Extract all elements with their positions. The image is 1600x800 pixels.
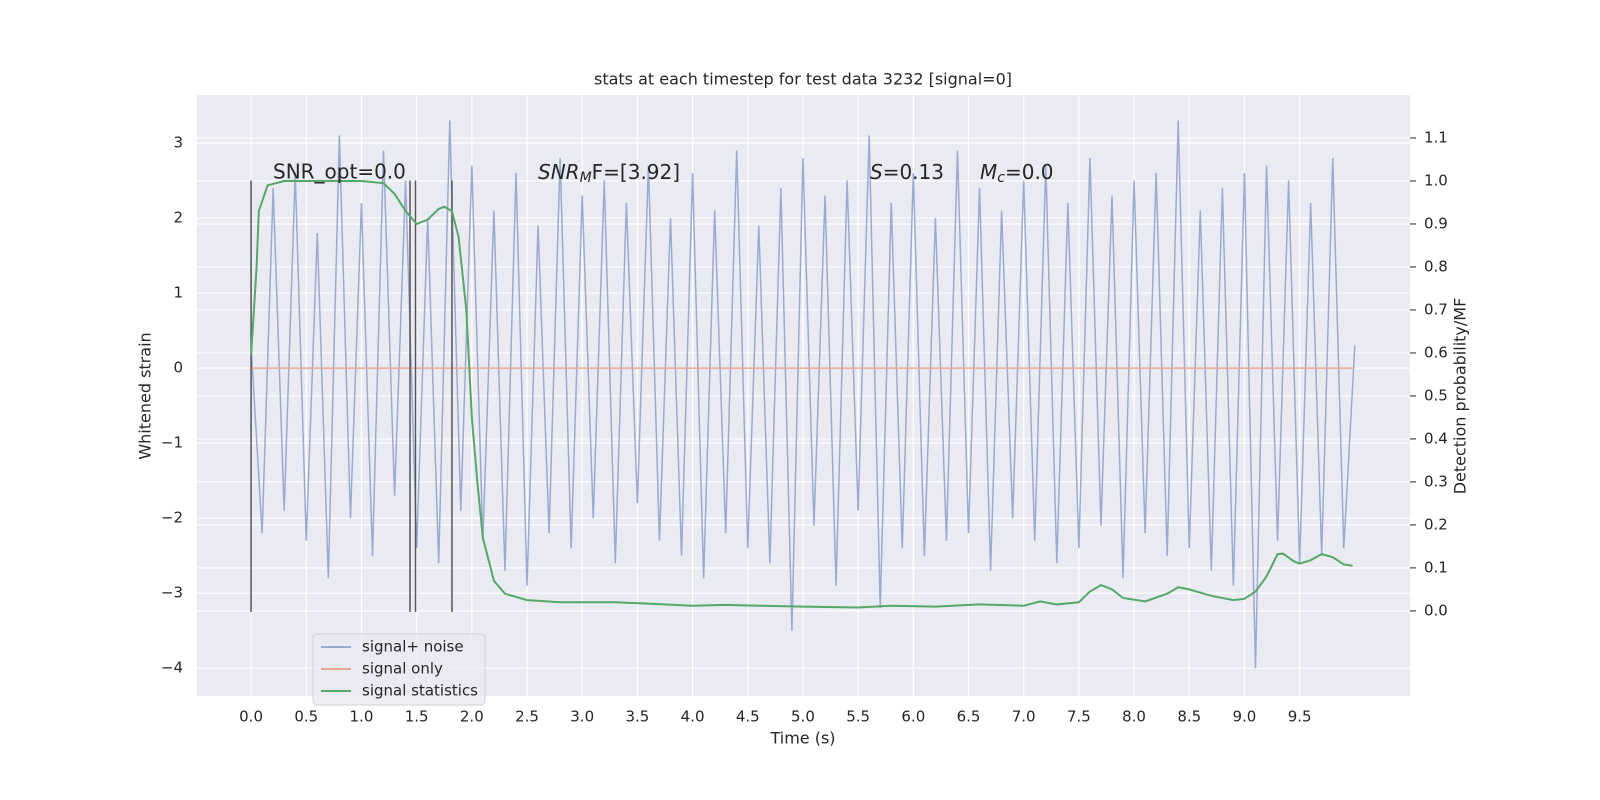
y2-tick-label: 1.1	[1424, 128, 1448, 146]
annotation-part: S	[870, 160, 883, 184]
y2-tick-label: 0.2	[1424, 515, 1448, 533]
x-tick-label: 6.0	[901, 708, 925, 726]
annotation: SNR_opt=0.0	[273, 160, 406, 184]
y2-tick-label: 0.4	[1424, 429, 1448, 447]
x-axis-label: Time (s)	[769, 729, 835, 748]
x-tick-label: 9.0	[1233, 708, 1257, 726]
chart-title: stats at each timestep for test data 323…	[594, 70, 1012, 89]
x-tick-label: 3.0	[570, 708, 594, 726]
y2-tick-label: 0.9	[1424, 214, 1448, 232]
x-tick-label: 3.5	[625, 708, 649, 726]
annotation-part: F=[3.92]	[592, 160, 680, 184]
y2-tick-label: 0.3	[1424, 472, 1448, 490]
y2-tick-label: 0.1	[1424, 558, 1448, 576]
y-tick-label: −3	[161, 584, 183, 602]
y-tick-label: 3	[173, 134, 183, 152]
x-tick-label: 6.5	[957, 708, 981, 726]
y2-tick-label: 0.7	[1424, 300, 1448, 318]
annotation-part: M	[580, 170, 592, 186]
legend-box	[312, 633, 486, 706]
annotation: S=0.13	[870, 160, 944, 184]
annotation-part: SNR	[538, 160, 580, 184]
x-tick-label: 4.0	[681, 708, 705, 726]
annotation: Mc=0.0	[980, 160, 1054, 187]
annotation-part: =0.13	[883, 160, 944, 184]
x-tick-label: 2.5	[515, 708, 539, 726]
y-tick-label: 2	[173, 209, 183, 227]
x-tick-label: 7.0	[1012, 708, 1036, 726]
x-tick-label: 1.0	[350, 708, 374, 726]
legend-label: signal only	[362, 660, 443, 678]
x-tick-label: 8.5	[1177, 708, 1201, 726]
y2-tick-label: 0.5	[1424, 386, 1448, 404]
y2-tick-label: 0.6	[1424, 343, 1448, 361]
x-tick-label: 9.5	[1288, 708, 1312, 726]
y2-tick-label: 0.0	[1424, 601, 1448, 619]
annotation: SNRMF=[3.92]	[538, 160, 680, 187]
y-tick-label: −4	[161, 659, 183, 677]
x-tick-label: 0.0	[239, 708, 263, 726]
x-tick-label: 1.5	[405, 708, 429, 726]
annotation-part: =0.0	[1005, 160, 1054, 184]
x-tick-label: 5.5	[846, 708, 870, 726]
series-line	[250, 120, 1356, 669]
y2-axis-label: Detection probability/MF	[1451, 298, 1470, 495]
annotation-part: c	[997, 170, 1005, 186]
x-tick-label: 5.0	[791, 708, 815, 726]
x-tick-label: 0.5	[294, 708, 318, 726]
y2-tick-label: 0.8	[1424, 257, 1448, 275]
series-line	[250, 179, 1353, 609]
y2-tick-label: 1.0	[1424, 171, 1448, 189]
x-tick-label: 4.5	[736, 708, 760, 726]
x-tick-label: 8.0	[1122, 708, 1146, 726]
x-tick-label: 2.0	[460, 708, 484, 726]
y-tick-label: −2	[161, 509, 183, 527]
y-tick-label: 0	[173, 359, 183, 377]
legend-label: signal+ noise	[362, 638, 464, 656]
y-axis-label: Whitened strain	[136, 332, 155, 459]
x-tick-label: 7.5	[1067, 708, 1091, 726]
annotation-part: M	[980, 160, 997, 184]
legend-label: signal statistics	[362, 682, 478, 700]
y-tick-label: −1	[161, 434, 183, 452]
y-tick-label: 1	[173, 284, 183, 302]
